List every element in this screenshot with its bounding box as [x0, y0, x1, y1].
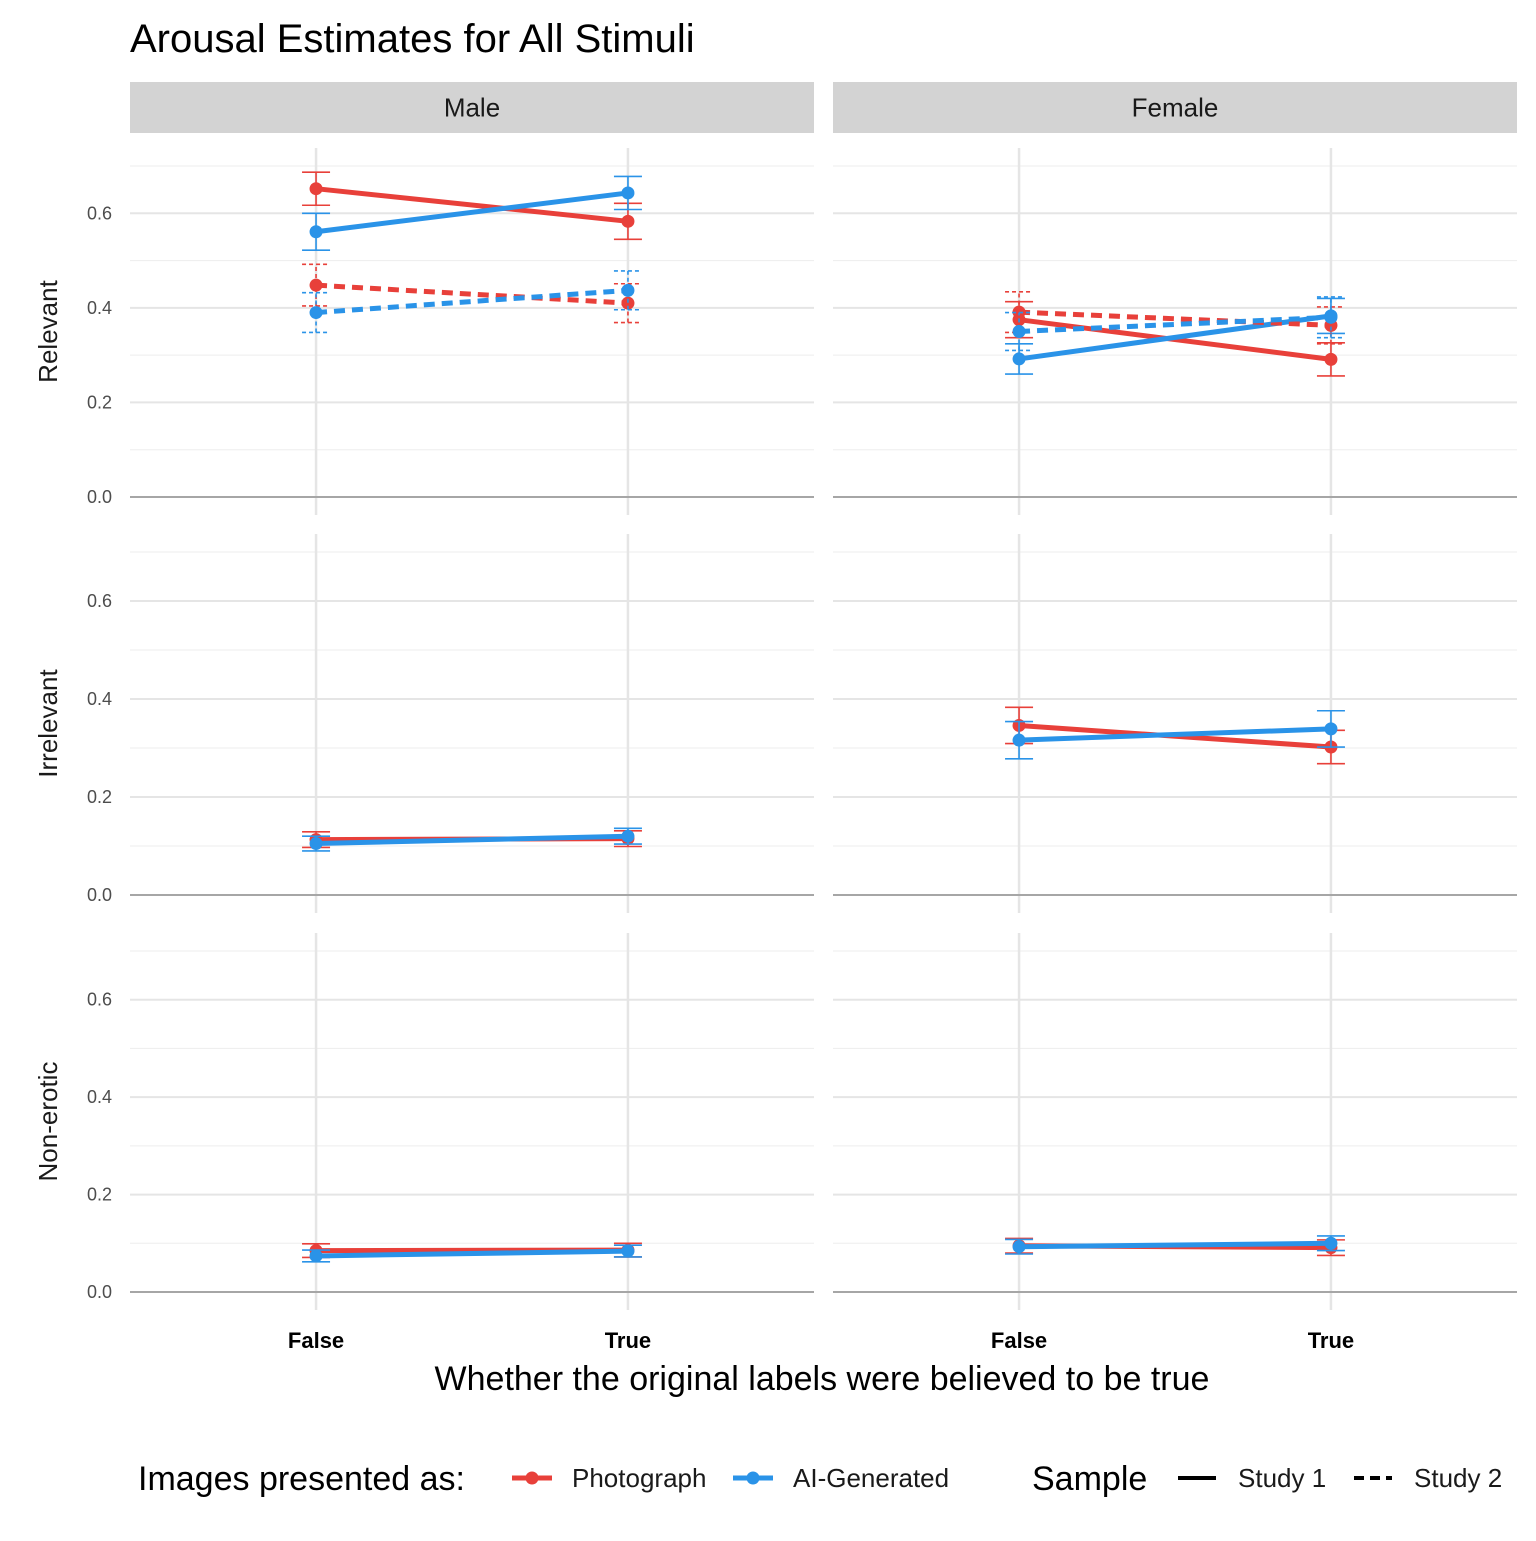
data-point — [310, 837, 323, 850]
data-point — [621, 284, 634, 297]
panel-irrelevant-male — [130, 534, 814, 913]
data-point — [1324, 311, 1337, 324]
data-point — [1324, 1237, 1337, 1250]
y-tick-label: 0.0 — [87, 487, 112, 507]
series-ai-generated-study-1 — [1005, 1236, 1345, 1254]
panel-non-erotic-male — [130, 933, 814, 1310]
y-tick-label: 0.4 — [87, 1087, 112, 1107]
x-tick-label: False — [991, 1328, 1047, 1353]
data-point — [1324, 722, 1337, 735]
panel-irrelevant-female — [833, 534, 1517, 913]
data-point — [621, 186, 634, 199]
data-point — [1324, 353, 1337, 366]
y-tick-label: 0.6 — [87, 203, 112, 223]
legend-item-ai-generated: AI-Generated — [793, 1463, 949, 1493]
legend-key-point — [747, 1472, 760, 1485]
legend: Images presented as: Photograph AI-Generat… — [138, 1460, 1502, 1498]
y-tick-label: 0.6 — [87, 990, 112, 1010]
series-ai-generated-study-1 — [1005, 298, 1345, 374]
data-point — [310, 225, 323, 238]
facet-grid: Male Female Relevant Irrelevant Non-erotic 0.… — [33, 82, 1517, 1353]
data-point — [621, 215, 634, 228]
series-line — [316, 285, 628, 303]
y-tick-label: 0.0 — [87, 885, 112, 905]
series-line — [316, 290, 628, 312]
panel-relevant-female — [833, 148, 1517, 515]
data-point — [621, 830, 634, 843]
y-tick-label: 0.0 — [87, 1282, 112, 1302]
facet-strip-label: Male — [444, 93, 500, 123]
row-label-non-erotic: Non-erotic — [33, 1062, 63, 1182]
data-point — [621, 1245, 634, 1258]
data-point — [1013, 352, 1026, 365]
chart-title: Arousal Estimates for All Stimuli — [130, 17, 695, 61]
legend-key-point — [526, 1472, 539, 1485]
legend-item-study-1: Study 1 — [1238, 1463, 1326, 1493]
legend-item-photograph: Photograph — [572, 1463, 706, 1493]
series-ai-generated-study-1 — [302, 1245, 642, 1263]
y-tick-label: 0.2 — [87, 787, 112, 807]
y-tick-label: 0.2 — [87, 392, 112, 412]
data-point — [1013, 325, 1026, 338]
row-label-irrelevant: Irrelevant — [33, 669, 63, 778]
panel-relevant-male — [130, 148, 814, 515]
data-point — [1013, 734, 1026, 747]
legend-color-title: Images presented as: — [138, 1460, 465, 1498]
data-point — [310, 182, 323, 195]
x-tick-label: True — [1308, 1328, 1354, 1353]
y-tick-label: 0.4 — [87, 298, 112, 318]
x-tick-label: True — [605, 1328, 651, 1353]
y-tick-label: 0.2 — [87, 1185, 112, 1205]
series-line — [316, 189, 628, 222]
x-tick-label: False — [288, 1328, 344, 1353]
x-axis-title: Whether the original labels were believe… — [435, 1360, 1210, 1398]
row-label-relevant: Relevant — [33, 279, 63, 382]
data-point — [1013, 1240, 1026, 1253]
legend-item-study-2: Study 2 — [1414, 1463, 1502, 1493]
facet-strip-label: Female — [1132, 93, 1219, 123]
y-tick-label: 0.6 — [87, 591, 112, 611]
panel-non-erotic-female — [833, 933, 1517, 1310]
y-tick-label: 0.4 — [87, 689, 112, 709]
data-point — [310, 306, 323, 319]
legend-linetype-title: Sample — [1032, 1460, 1147, 1498]
data-point — [310, 1249, 323, 1262]
data-point — [310, 279, 323, 292]
series-ai-generated-study-1 — [1005, 711, 1345, 759]
series-line — [1019, 1243, 1331, 1246]
